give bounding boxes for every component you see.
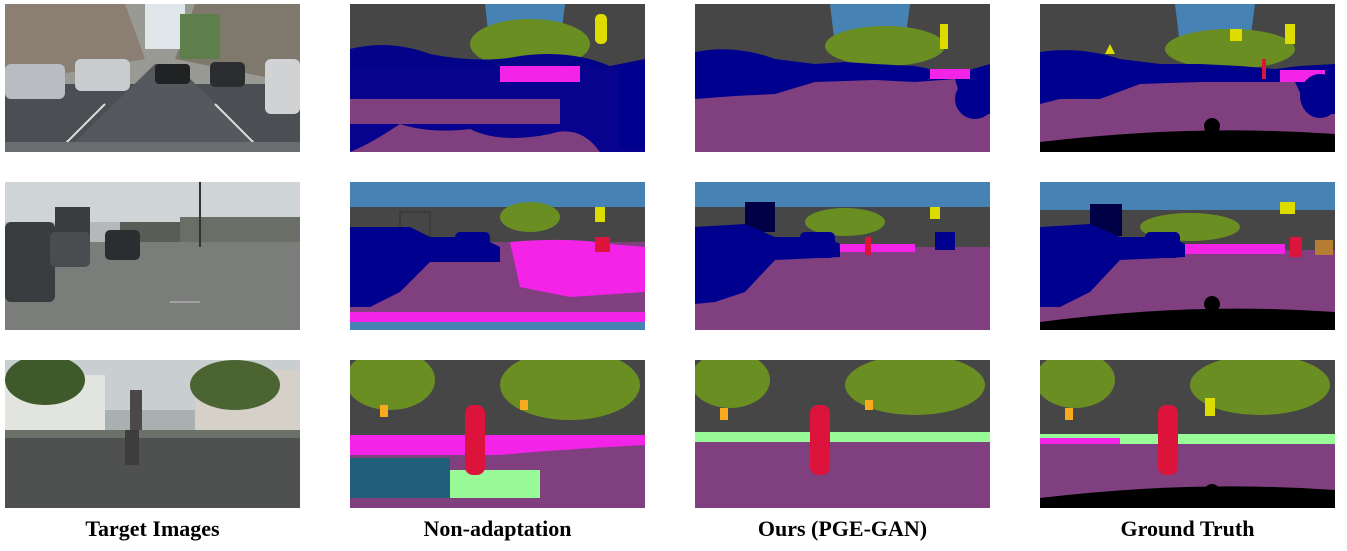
non-adaptation-row-3 (350, 360, 645, 508)
ground-truth-row-2 (1040, 182, 1335, 330)
caption-ours-pge-gan: Ours (PGE-GAN) (757, 516, 928, 541)
target-image-row-2 (5, 182, 300, 330)
ours-row-3 (695, 360, 990, 508)
ours-row-2 (695, 182, 990, 330)
non-adaptation-row-2 (350, 182, 645, 330)
caption-target-images: Target Images (85, 516, 220, 541)
ground-truth-row-3 (1040, 360, 1335, 508)
non-adaptation-row-1 (350, 4, 645, 152)
ground-truth-row-1 (1040, 4, 1335, 152)
target-image-row-1 (5, 4, 300, 152)
caption-non-adaptation: Non-adaptation (423, 516, 572, 541)
target-image-row-3 (5, 360, 300, 508)
ours-row-1 (695, 4, 990, 152)
caption-ground-truth: Ground Truth (1120, 516, 1255, 541)
